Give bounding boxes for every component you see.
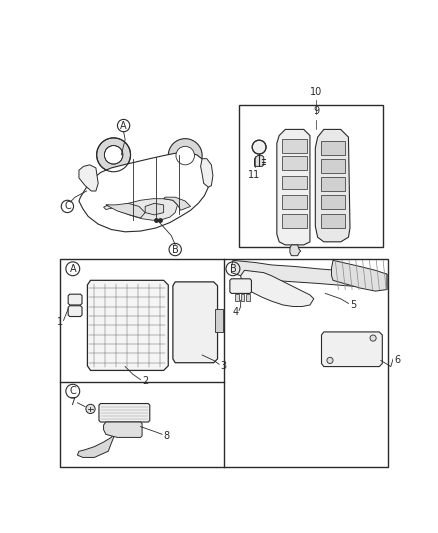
Text: C: C bbox=[69, 386, 76, 396]
Polygon shape bbox=[277, 130, 310, 245]
Polygon shape bbox=[164, 197, 191, 210]
Text: 2: 2 bbox=[142, 376, 148, 386]
Polygon shape bbox=[321, 177, 346, 191]
Circle shape bbox=[97, 138, 131, 172]
Polygon shape bbox=[315, 130, 350, 242]
Polygon shape bbox=[103, 199, 177, 220]
Circle shape bbox=[327, 357, 333, 364]
Polygon shape bbox=[246, 294, 250, 301]
Circle shape bbox=[168, 139, 202, 173]
Polygon shape bbox=[282, 139, 307, 152]
Polygon shape bbox=[282, 195, 307, 209]
Polygon shape bbox=[106, 203, 145, 218]
Text: A: A bbox=[70, 264, 76, 274]
Polygon shape bbox=[240, 270, 314, 306]
Polygon shape bbox=[79, 165, 98, 191]
Bar bbox=[239, 105, 383, 247]
Polygon shape bbox=[290, 245, 301, 256]
Text: B: B bbox=[172, 245, 179, 255]
Polygon shape bbox=[88, 280, 168, 370]
Polygon shape bbox=[79, 152, 210, 232]
Text: 4: 4 bbox=[232, 307, 238, 317]
Polygon shape bbox=[68, 294, 82, 305]
Polygon shape bbox=[240, 294, 244, 301]
Text: 7: 7 bbox=[70, 397, 76, 407]
Circle shape bbox=[176, 147, 194, 165]
Polygon shape bbox=[321, 141, 346, 155]
Polygon shape bbox=[145, 203, 164, 215]
Text: 1: 1 bbox=[57, 317, 63, 327]
Polygon shape bbox=[282, 156, 307, 170]
Polygon shape bbox=[231, 260, 387, 289]
Polygon shape bbox=[332, 260, 387, 291]
Circle shape bbox=[104, 146, 123, 164]
Text: A: A bbox=[120, 120, 127, 131]
Polygon shape bbox=[321, 195, 346, 209]
Circle shape bbox=[252, 140, 266, 154]
Text: 6: 6 bbox=[395, 356, 401, 366]
Polygon shape bbox=[68, 306, 82, 317]
Text: B: B bbox=[230, 264, 237, 274]
Text: C: C bbox=[64, 201, 71, 212]
Bar bbox=[60, 259, 389, 467]
Text: 11: 11 bbox=[248, 170, 261, 180]
Text: 10: 10 bbox=[310, 87, 322, 97]
Polygon shape bbox=[321, 214, 346, 228]
Polygon shape bbox=[78, 434, 113, 457]
Circle shape bbox=[86, 405, 95, 414]
Polygon shape bbox=[215, 309, 223, 332]
Polygon shape bbox=[321, 159, 346, 173]
Polygon shape bbox=[254, 156, 264, 166]
Polygon shape bbox=[282, 175, 307, 189]
Polygon shape bbox=[173, 282, 218, 363]
Polygon shape bbox=[103, 422, 142, 438]
Polygon shape bbox=[235, 294, 239, 301]
Text: 3: 3 bbox=[220, 361, 226, 371]
Text: 8: 8 bbox=[164, 431, 170, 441]
Polygon shape bbox=[201, 159, 213, 187]
Text: 5: 5 bbox=[350, 300, 356, 310]
Circle shape bbox=[370, 335, 376, 341]
Polygon shape bbox=[230, 279, 251, 294]
Polygon shape bbox=[321, 332, 382, 367]
Text: 9: 9 bbox=[313, 106, 319, 116]
Polygon shape bbox=[282, 214, 307, 228]
Polygon shape bbox=[99, 403, 150, 422]
